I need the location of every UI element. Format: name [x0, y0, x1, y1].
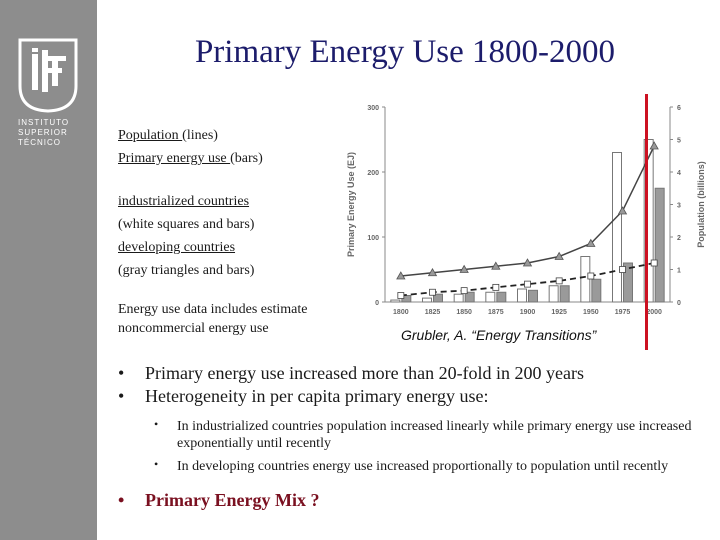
developing-population-point — [522, 258, 533, 267]
industrialized-label: industrialized countries — [118, 194, 250, 209]
industrialized-population-line — [400, 262, 655, 297]
industrialized-population-point — [492, 283, 500, 291]
developing-energy-bar — [654, 187, 665, 303]
bullet-3-text: Primary Energy Mix ? — [145, 490, 320, 510]
note-line-2: noncommercial energy use — [118, 321, 269, 336]
y2-tick-label: 1 — [677, 268, 681, 275]
developing-population-point — [396, 271, 406, 280]
note-line-1: Energy use data includes estimate — [118, 302, 308, 317]
x-tick-label: 1975 — [615, 309, 631, 316]
developing-energy-bar — [623, 262, 633, 303]
sub-bullet-2: • In developing countries energy use inc… — [118, 457, 708, 475]
logo-line-1: INSTITUTO — [18, 118, 70, 127]
y2-tick-label: 2 — [677, 235, 681, 242]
industrialized-population-point — [555, 277, 563, 285]
population-hint: (lines) — [182, 128, 218, 143]
x-tick-label: 1850 — [456, 309, 472, 316]
developing-population-point — [427, 267, 438, 277]
industrialized-population-point — [524, 280, 531, 288]
x-tick-label: 1825 — [425, 309, 441, 316]
sub-bullet-dot: • — [154, 457, 159, 471]
developing-hint: (gray triangles and bars) — [118, 263, 255, 278]
bullet-2-text: Heterogeneity in per capita primary ener… — [145, 386, 489, 406]
x-tick-label: 1800 — [393, 309, 409, 316]
developing-population-point — [586, 238, 596, 247]
ist-logo — [18, 38, 78, 113]
developing-population-point — [491, 261, 501, 270]
developing-energy-bar — [496, 291, 507, 303]
y2-tick-label: 6 — [677, 105, 681, 112]
sidebar: INSTITUTO SUPERIOR TÉCNICO — [0, 0, 97, 540]
industrialized-energy-bar — [453, 293, 464, 303]
y-tick-label: 200 — [367, 170, 379, 177]
logo-line-2: SUPERIOR — [18, 128, 68, 137]
bullet-2: • Heterogeneity in per capita primary en… — [118, 385, 708, 408]
developing-energy-bar — [559, 285, 570, 303]
industrialized-energy-bar — [517, 288, 527, 303]
y-tick-label: 100 — [367, 235, 379, 242]
sub-bullet-dot: • — [154, 417, 159, 431]
industrialized-population-point — [460, 287, 468, 295]
y2-tick-label: 5 — [677, 138, 681, 145]
logo-line-3: TÉCNICO — [18, 138, 61, 147]
industrialized-energy-bar — [612, 152, 622, 303]
industrialized-energy-bar — [485, 291, 496, 303]
developing-label: developing countries — [118, 240, 236, 255]
y-axis-label: Primary Energy Use (EJ) — [346, 152, 356, 257]
sub-bullet-1-text: In industrialized countries population i… — [177, 419, 692, 451]
x-tick-label: 1950 — [583, 309, 599, 316]
x-tick-label: 1875 — [488, 309, 504, 316]
developing-energy-bar — [433, 293, 443, 303]
data-note: Energy use data includes estimate noncom… — [118, 300, 336, 338]
industrialized-energy-bar — [422, 297, 432, 303]
bullet-1-text: Primary energy use increased more than 2… — [145, 363, 585, 383]
x-tick-label: 1900 — [520, 309, 536, 316]
energy-label: Primary energy use — [118, 151, 231, 166]
energy-hint: (bars) — [230, 151, 263, 166]
y2-tick-label: 4 — [677, 170, 681, 177]
developing-population-point — [459, 264, 469, 273]
industrialized-population-point — [397, 292, 405, 299]
chart-source-caption: Grubler, A. “Energy Transitions” — [401, 327, 597, 343]
industrialized-population-point — [429, 288, 436, 296]
y2-tick-label: 3 — [677, 203, 681, 210]
developing-population-point — [617, 206, 628, 215]
industrialized-population-point — [619, 266, 626, 273]
industrialized-energy-bar — [390, 299, 401, 303]
bullet-dot: • — [118, 490, 125, 510]
developing-energy-bar — [464, 291, 475, 303]
bullet-dot: • — [118, 386, 125, 406]
industrialized-energy-bar — [548, 285, 559, 303]
x-tick-label: 2000 — [646, 309, 662, 316]
sub-bullet-2-text: In developing countries energy use incre… — [177, 459, 669, 474]
developing-energy-bar — [528, 289, 538, 303]
population-label: Population — [118, 128, 183, 143]
bullet-dot: • — [118, 363, 125, 383]
sub-bullet-1: • In industrialized countries population… — [118, 417, 708, 452]
y2-axis-label: Population (billions) — [696, 161, 706, 248]
bullet-list: • Primary energy use increased more than… — [118, 362, 708, 512]
y-tick-label: 0 — [375, 300, 379, 307]
energy-legend: Primary energy use (bars) — [118, 147, 263, 170]
industrialized-hint: (white squares and bars) — [118, 217, 255, 232]
bullet-3: • Primary Energy Mix ? — [118, 489, 708, 512]
logo-text: INSTITUTO SUPERIOR TÉCNICO — [18, 118, 88, 148]
industrialized-population-point — [587, 272, 595, 280]
population-legend: Population (lines) — [118, 124, 263, 147]
industrialized-energy-bar — [643, 139, 654, 303]
y2-tick-label: 0 — [677, 300, 681, 307]
legend-description-1: Population (lines) Primary energy use (b… — [118, 124, 263, 170]
industrialized-population-point — [650, 259, 658, 267]
bullet-1: • Primary energy use increased more than… — [118, 362, 708, 385]
developing-population-point — [649, 141, 659, 150]
y-tick-label: 300 — [367, 105, 379, 112]
slide-title: Primary Energy Use 1800-2000 — [194, 34, 616, 70]
developing-population-point — [554, 251, 564, 260]
developing-energy-bar — [591, 278, 602, 303]
legend-description-2: industrialized countries (white squares … — [118, 190, 254, 282]
x-tick-label: 1925 — [551, 309, 567, 316]
energy-population-chart: 0 100 200 300 0 1 2 3 4 5 6 Primary Energy Use (EJ)… — [346, 105, 706, 316]
highlight-marker-line — [645, 94, 648, 350]
